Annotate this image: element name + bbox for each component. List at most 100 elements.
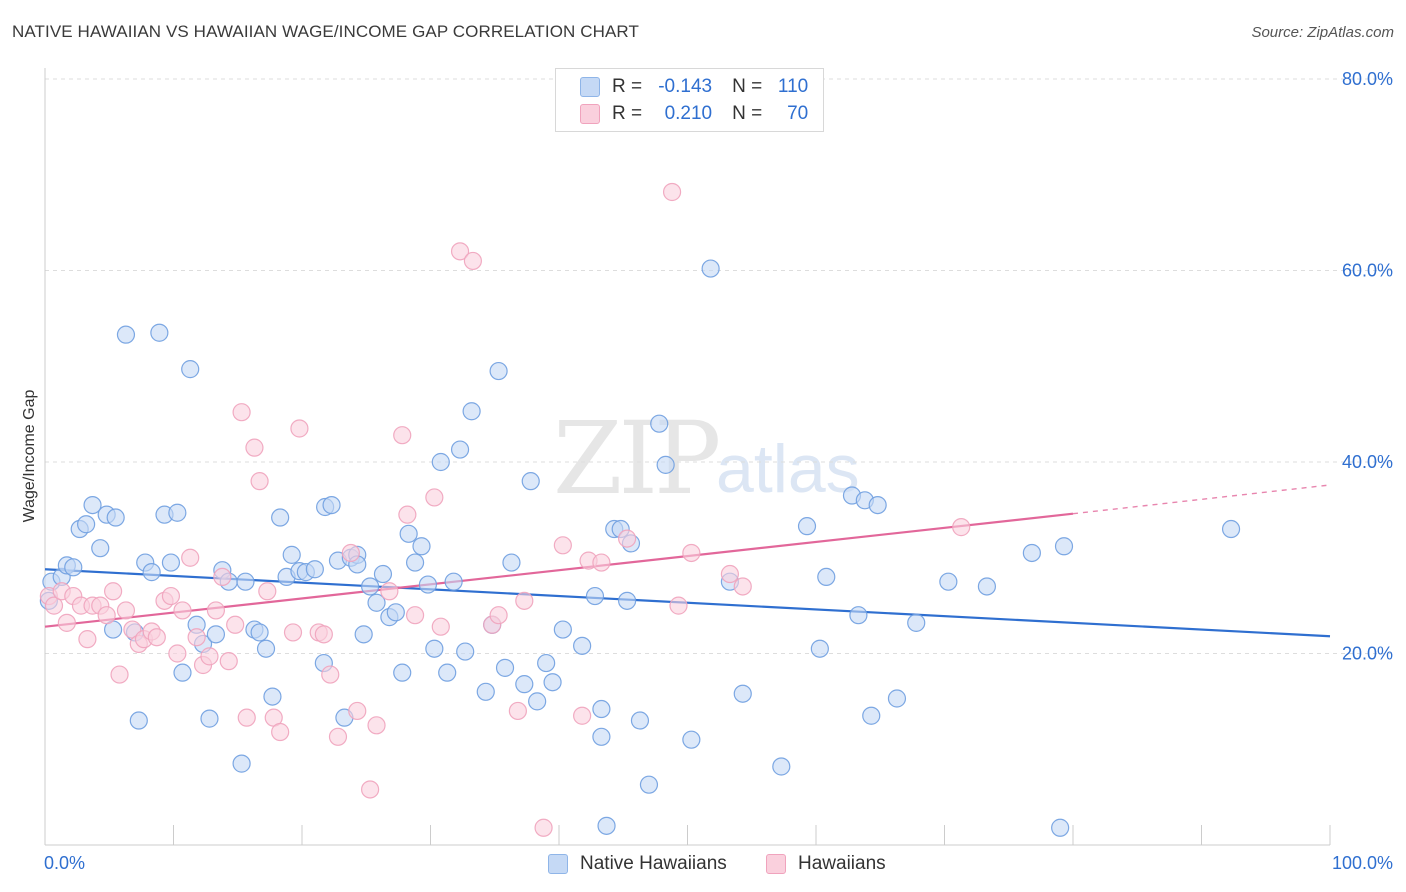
data-point (489, 606, 508, 625)
data-point (543, 673, 562, 692)
data-point (553, 536, 572, 555)
data-point (393, 426, 412, 445)
watermark-zip: ZIP (553, 400, 721, 517)
data-point (236, 572, 255, 591)
data-point (592, 727, 611, 746)
data-point (1051, 818, 1070, 837)
data-point (862, 706, 881, 725)
data-point (682, 730, 701, 749)
r-value: -0.143 (658, 76, 713, 97)
data-point (405, 553, 425, 572)
data-point (91, 539, 110, 558)
data-point (104, 582, 123, 601)
data-point (1221, 519, 1241, 539)
data-point (367, 593, 386, 612)
chart-title: NATIVE HAWAIIAN VS HAWAIIAN WAGE/INCOME … (12, 22, 639, 41)
x-tick-label-max: 100.0% (1332, 853, 1393, 873)
data-point (592, 553, 611, 572)
data-point (431, 617, 450, 636)
data-point (64, 558, 83, 577)
bottom-legend-label: Native Hawaiians (580, 853, 727, 874)
data-point (573, 706, 592, 725)
data-point (887, 689, 907, 708)
data-point (147, 628, 166, 647)
r-label: R = (612, 76, 643, 97)
data-point (250, 472, 269, 491)
legend-row-hawaiians: R = 0.210 N = 70 (580, 101, 808, 127)
y-axis-label: Wage/Income Gap (21, 389, 38, 523)
data-point (810, 639, 829, 658)
data-point (618, 529, 637, 548)
data-point (305, 560, 324, 579)
series-native-hawaiians (39, 259, 1241, 837)
data-point (206, 625, 226, 644)
data-point (129, 711, 148, 730)
data-point (431, 452, 450, 472)
data-point (282, 545, 301, 564)
data-point (489, 361, 508, 381)
data-point (817, 567, 836, 587)
n-value: 110 (777, 76, 809, 97)
data-point (977, 577, 997, 596)
data-point (639, 775, 659, 794)
data-point (97, 606, 116, 625)
data-point (354, 625, 373, 644)
data-point (495, 658, 515, 677)
data-point (237, 708, 256, 727)
data-point (110, 665, 129, 684)
data-point (116, 601, 136, 620)
data-point (232, 754, 251, 773)
data-point (232, 403, 251, 422)
n-label: N = (732, 103, 763, 124)
data-point (219, 652, 238, 671)
data-point (77, 515, 96, 534)
data-point (106, 508, 125, 527)
data-point (256, 639, 276, 658)
data-point (142, 563, 161, 582)
data-point (450, 440, 470, 459)
data-point (328, 727, 348, 746)
data-point (502, 553, 521, 572)
data-point (701, 259, 720, 278)
data-point (425, 639, 444, 658)
data-point (508, 701, 527, 721)
data-point (321, 665, 340, 684)
data-point (322, 495, 341, 515)
data-point (263, 687, 282, 706)
data-point (290, 419, 309, 438)
data-point (515, 675, 534, 694)
data-point (939, 572, 958, 591)
data-point (348, 701, 367, 721)
data-point (425, 488, 444, 507)
data-point (361, 780, 380, 799)
data-point (161, 586, 181, 606)
data-point (168, 644, 187, 663)
bottom-legend-label: Hawaiians (798, 853, 886, 874)
data-point (521, 472, 540, 491)
grid-lines (45, 78, 1392, 654)
data-point (200, 709, 219, 728)
trend-line-extension (1072, 484, 1331, 515)
data-point (534, 818, 553, 837)
data-point (412, 537, 431, 556)
data-point (405, 606, 425, 625)
data-point (181, 360, 200, 379)
data-point (1054, 537, 1074, 556)
data-point (618, 591, 637, 610)
data-point (213, 567, 232, 587)
data-point (380, 582, 399, 601)
data-point (361, 577, 380, 596)
data-point (597, 816, 616, 835)
y-tick-label: 60.0% (1342, 261, 1393, 281)
data-point (341, 543, 360, 563)
data-point (720, 564, 740, 584)
data-point (386, 603, 405, 622)
data-point (258, 582, 277, 601)
data-point (573, 636, 592, 655)
y-tick-label: 20.0% (1342, 644, 1393, 664)
data-point (537, 653, 556, 673)
r-value: 0.210 (664, 103, 713, 124)
r-label: R = (612, 103, 643, 124)
source-label: Source: ZipAtlas.com (1251, 24, 1394, 41)
